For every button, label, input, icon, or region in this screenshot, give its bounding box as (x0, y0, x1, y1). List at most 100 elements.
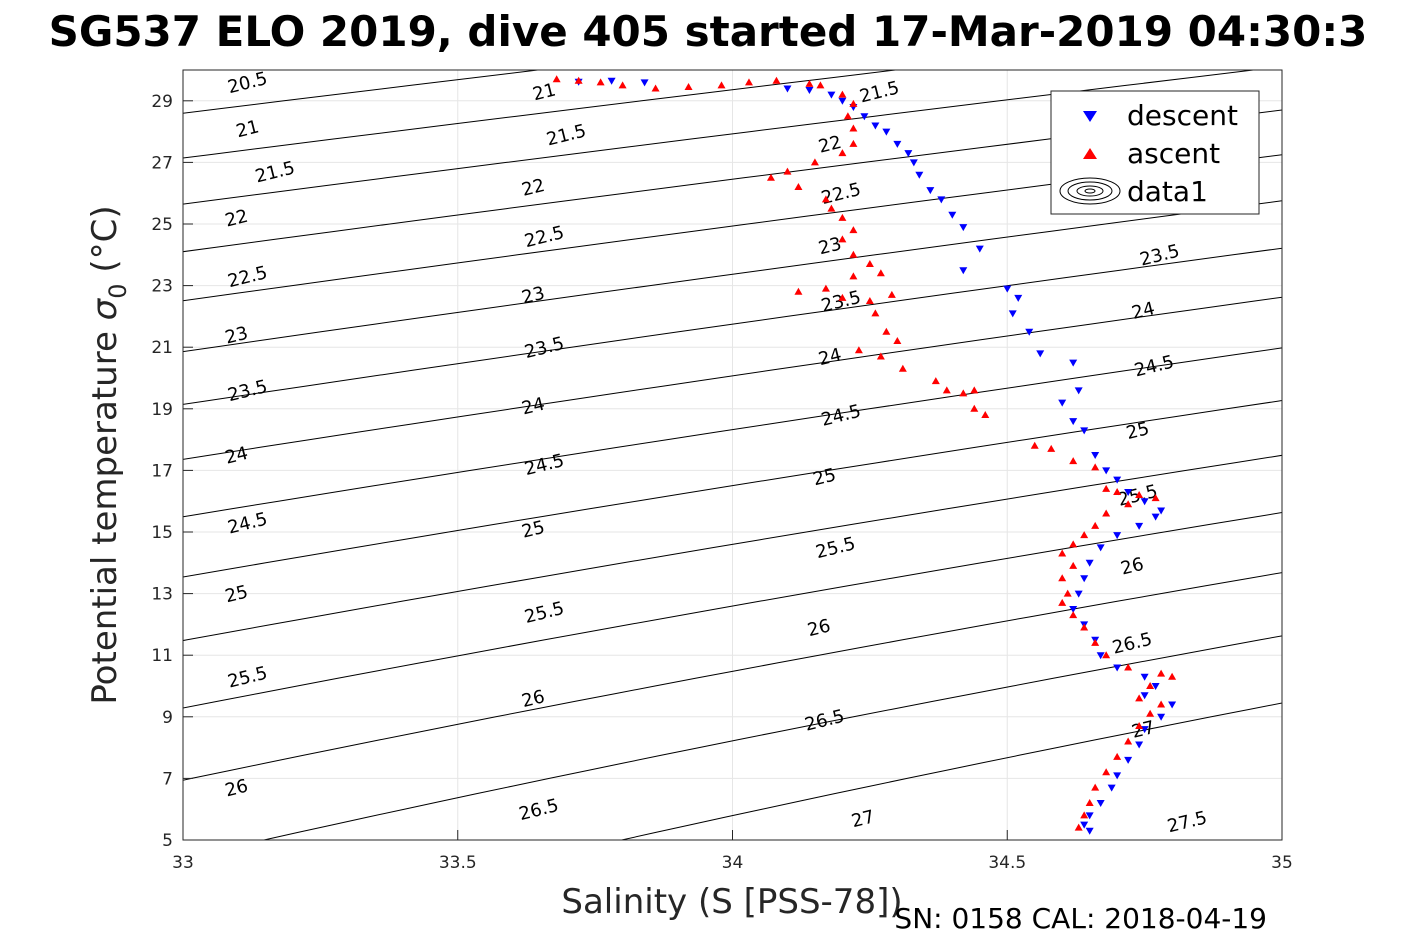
x-tick-label: 35 (1271, 853, 1293, 873)
ascent-point (893, 337, 902, 345)
chart-title: SG537 ELO 2019, dive 405 started 17-Mar-… (49, 7, 1368, 56)
legend-ascent-marker (1083, 148, 1097, 159)
ascent-point (898, 364, 907, 372)
descent-point (893, 140, 902, 148)
ascent-point (805, 79, 814, 87)
descent-point (1069, 606, 1078, 613)
ascent-point (838, 149, 847, 157)
descent-point (1157, 713, 1166, 721)
y-tick-label: 11 (151, 646, 173, 666)
descent-point (1113, 532, 1122, 540)
y-axis-label: Potential temperature σ0 (°C) (85, 205, 132, 704)
descent-point (1102, 467, 1111, 475)
descent-point (871, 122, 880, 130)
ascent-point (838, 293, 847, 301)
ascent-point (838, 213, 847, 221)
descent-point (1003, 285, 1012, 293)
legend-data1-label: data1 (1127, 175, 1208, 208)
descent-point (1025, 328, 1034, 336)
descent-point (1113, 772, 1122, 780)
ascent-point (1135, 694, 1144, 702)
contour-line-22.5 (183, 154, 1282, 302)
ascent-point (1157, 669, 1166, 677)
descent-point (1058, 399, 1067, 407)
x-tick-label: 34 (722, 853, 744, 873)
descent-point (937, 196, 946, 204)
descent-point (1140, 726, 1149, 734)
descent-point (1091, 452, 1100, 459)
ascent-point (1047, 444, 1056, 452)
ascent-point (887, 290, 896, 298)
descent-point (1096, 544, 1105, 552)
descent-point (1168, 701, 1177, 709)
ascent-point (744, 78, 753, 86)
descent-point (1140, 692, 1149, 700)
contour-line-25 (183, 400, 1282, 578)
ascent-point (810, 158, 819, 166)
descent-point (882, 128, 891, 136)
ascent-point (931, 377, 940, 385)
ascent-point (1058, 549, 1067, 557)
ascent-point (1063, 589, 1072, 597)
x-axis-label: Salinity (S [PSS-78]) (561, 882, 902, 922)
ascent-point (1074, 823, 1083, 831)
x-tick-label: 33 (172, 853, 194, 873)
y-tick-label: 25 (151, 215, 173, 235)
ascent-point (821, 195, 830, 203)
descent-point (838, 97, 847, 105)
ascent-point (1080, 531, 1089, 539)
y-axis-label-subscript: 0 (104, 283, 132, 298)
ascent-point (854, 346, 863, 354)
ascent-point (1151, 494, 1160, 502)
y-tick-label: 23 (151, 277, 173, 297)
descent-point (1113, 664, 1122, 672)
descent-point (1096, 800, 1105, 808)
x-tick-label: 33.5 (439, 853, 477, 873)
ascent-point (717, 81, 726, 89)
ascent-point (596, 78, 605, 86)
descent-point (904, 150, 913, 158)
descent-point (1140, 498, 1149, 506)
descent-point (1113, 476, 1122, 484)
ascent-point (1102, 768, 1111, 776)
ascent-point (1091, 783, 1100, 791)
descent-point (1124, 756, 1133, 764)
grid-lines (182, 70, 1283, 841)
descent-point (805, 87, 814, 95)
descent-point (1080, 427, 1089, 435)
legend-descent-marker (1083, 111, 1097, 122)
descent-point (1008, 310, 1017, 318)
contour-line-24 (183, 296, 1282, 460)
ascent-point (1102, 509, 1111, 517)
ascent-point (684, 82, 693, 90)
calibration-footer: SN: 0158 CAL: 2018-04-19 (894, 902, 1267, 935)
ascent-point (865, 297, 874, 304)
descent-point (975, 245, 984, 253)
legend-descent-label: descent (1127, 99, 1238, 132)
y-tick-label: 13 (151, 585, 173, 605)
descent-point (1151, 683, 1160, 690)
ascent-point (1085, 799, 1094, 807)
descent-point (948, 211, 957, 219)
descent-point (827, 91, 836, 99)
y-axis-label-unit: (°C) (85, 205, 125, 272)
ascent-point (865, 260, 874, 268)
ascent-point (1058, 598, 1067, 606)
descent-point (783, 85, 792, 93)
descent-point (1036, 350, 1045, 358)
ascent-point (1091, 521, 1100, 529)
y-tick-label: 19 (151, 400, 173, 420)
descent-point (1014, 294, 1023, 302)
descent-point (1124, 488, 1133, 496)
ascent-point (838, 235, 847, 243)
descent-point (1069, 359, 1078, 367)
descent-point (1140, 673, 1149, 681)
ascent-point (651, 84, 660, 92)
descent-point (1085, 827, 1094, 835)
ascent-point (1168, 672, 1177, 680)
ascent-point (816, 81, 825, 89)
ascent-point (871, 309, 880, 317)
ascent-point (772, 76, 781, 84)
descent-point (1107, 784, 1116, 792)
